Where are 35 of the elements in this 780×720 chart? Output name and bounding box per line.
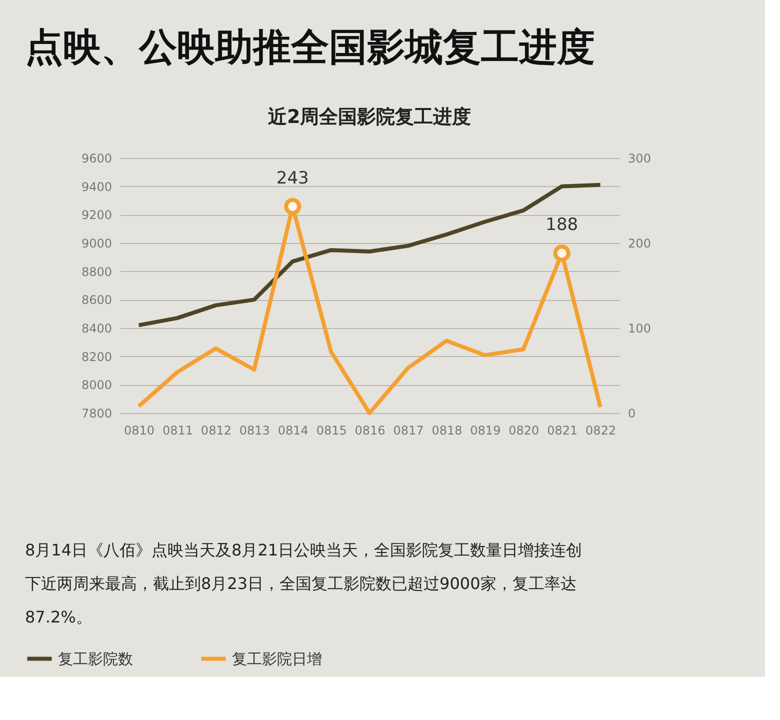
- x-tick-label: 0822: [586, 424, 616, 438]
- y-tick-label: 9400: [82, 180, 112, 194]
- y-tick-label: 8400: [82, 322, 112, 336]
- x-tick-label: 0821: [547, 424, 578, 438]
- x-tick-label: 0819: [470, 424, 501, 438]
- x-tick-label: 0817: [393, 424, 424, 438]
- x-tick-label: 0814: [278, 424, 308, 438]
- legend-label: 复工影院数: [58, 650, 133, 668]
- text: 8月14日《八佰》点映当天及8月21日公映当天，全国影院复工数量日增接连创下近两周来最高，截止到8月23日，全国复工影院数已超过9000家，复工率达87.2%。: [25, 540, 582, 626]
- y-tick-label: 9600: [82, 152, 112, 166]
- legend-label: 复工影院日增: [232, 650, 322, 668]
- data-label: 188: [546, 215, 578, 236]
- y-tick-label: 7800: [82, 406, 112, 420]
- chart-subtitle: 近2周全国影院复工进度: [266, 106, 472, 128]
- y-tick-label: 9000: [82, 236, 112, 250]
- data-label: 243: [276, 168, 309, 188]
- chart-title: 点映、公映助推全国影城复工进度: [25, 24, 595, 69]
- y2-tick-label: 0: [628, 406, 636, 420]
- y2-tick-label: 100: [628, 322, 651, 336]
- x-tick-label: 0813: [239, 424, 270, 438]
- x-tick-label: 0816: [354, 424, 386, 438]
- y-tick-label: 8800: [82, 264, 112, 279]
- x-tick-label: 0815: [316, 424, 347, 438]
- x-tick-label: 0810: [124, 424, 155, 438]
- y-tick-label: 8600: [82, 293, 112, 308]
- x-tick-label: 0818: [432, 424, 462, 438]
- y-tick-label: 8000: [82, 378, 112, 392]
- y2-tick-label: 300: [628, 152, 651, 166]
- x-tick-label: 0811: [162, 424, 194, 438]
- x-tick-label: 0820: [508, 424, 540, 438]
- x-tick-label: 0812: [200, 424, 232, 438]
- y-tick-label: 9200: [82, 208, 112, 222]
- y-tick-label: 8200: [82, 350, 112, 364]
- line-series: [136, 182, 602, 328]
- y2-tick-label: 200: [628, 236, 651, 250]
